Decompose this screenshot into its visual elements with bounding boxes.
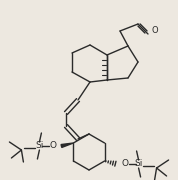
Text: O: O <box>50 141 57 150</box>
Text: O: O <box>121 159 128 168</box>
Text: Si: Si <box>35 141 44 150</box>
Polygon shape <box>61 143 73 147</box>
Text: Si: Si <box>134 159 143 168</box>
Text: O: O <box>152 26 159 35</box>
